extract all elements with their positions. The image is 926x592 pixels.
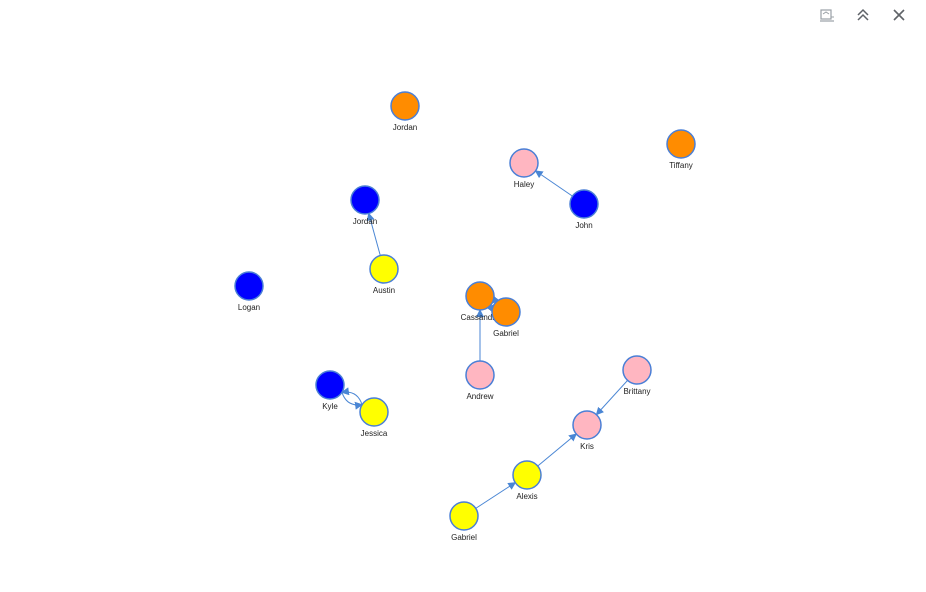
- export-button[interactable]: [816, 4, 838, 26]
- node-jessica[interactable]: Jessica: [359, 397, 389, 438]
- node-kris[interactable]: Kris: [572, 410, 602, 451]
- node-circle[interactable]: [390, 91, 420, 121]
- node-label: Gabriel: [493, 329, 519, 338]
- edge-austin-to-jordan_b[interactable]: [366, 212, 381, 256]
- collapse-button[interactable]: [852, 4, 874, 26]
- node-kyle[interactable]: Kyle: [315, 370, 345, 411]
- edge-brittany-to-kris[interactable]: [595, 380, 628, 416]
- node-jordan_o[interactable]: Jordan: [390, 91, 420, 132]
- node-label: Gabriel: [451, 533, 477, 542]
- node-label: Alexis: [516, 492, 537, 501]
- node-label: John: [575, 221, 592, 230]
- node-alexis[interactable]: Alexis: [512, 460, 542, 501]
- node-circle[interactable]: [666, 129, 696, 159]
- node-circle[interactable]: [572, 410, 602, 440]
- node-label: Tiffany: [669, 161, 693, 170]
- node-logan[interactable]: Logan: [234, 271, 264, 312]
- node-circle[interactable]: [350, 185, 380, 215]
- node-circle[interactable]: [465, 360, 495, 390]
- close-button[interactable]: [888, 4, 910, 26]
- node-circle[interactable]: [569, 189, 599, 219]
- node-label: Jessica: [361, 429, 388, 438]
- close-icon: [893, 9, 905, 21]
- edge-gabriel_y-to-alexis[interactable]: [475, 482, 517, 509]
- node-austin[interactable]: Austin: [369, 254, 399, 295]
- node-label: Kris: [580, 442, 594, 451]
- edge-jessica-to-kyle[interactable]: [340, 387, 363, 405]
- node-label: Haley: [514, 180, 534, 189]
- node-circle[interactable]: [359, 397, 389, 427]
- node-andrew[interactable]: Andrew: [465, 360, 495, 401]
- edge-alexis-to-kris[interactable]: [537, 433, 578, 467]
- node-circle[interactable]: [465, 281, 495, 311]
- node-circle[interactable]: [315, 370, 345, 400]
- node-label: Austin: [373, 286, 395, 295]
- node-circle[interactable]: [622, 355, 652, 385]
- edge-john-to-haley[interactable]: [534, 170, 573, 197]
- node-circle[interactable]: [449, 501, 479, 531]
- double-chevron-up-icon: [857, 8, 869, 21]
- node-circle[interactable]: [491, 297, 521, 327]
- node-circle[interactable]: [509, 148, 539, 178]
- node-circle[interactable]: [369, 254, 399, 284]
- node-haley[interactable]: Haley: [509, 148, 539, 189]
- node-gabriel_o[interactable]: Gabriel: [491, 297, 521, 338]
- node-cassandra[interactable]: Cassandra: [461, 281, 500, 322]
- node-label: Logan: [238, 303, 260, 312]
- node-jordan_b[interactable]: Jordan: [350, 185, 380, 226]
- nodes-layer: Jordan Tiffany Haley John Jordan Austin Logan C…: [234, 91, 696, 542]
- node-john[interactable]: John: [569, 189, 599, 230]
- node-label: Brittany: [623, 387, 650, 396]
- node-label: Jordan: [393, 123, 417, 132]
- node-circle[interactable]: [512, 460, 542, 490]
- node-label: Jordan: [353, 217, 377, 226]
- edges-layer: [340, 170, 628, 509]
- node-label: Cassandra: [461, 313, 500, 322]
- export-image-icon: [820, 9, 834, 22]
- node-gabriel_y[interactable]: Gabriel: [449, 501, 479, 542]
- node-label: Andrew: [466, 392, 493, 401]
- node-circle[interactable]: [234, 271, 264, 301]
- toolbar: [816, 4, 910, 26]
- node-label: Kyle: [322, 402, 338, 411]
- node-tiffany[interactable]: Tiffany: [666, 129, 696, 170]
- node-brittany[interactable]: Brittany: [622, 355, 652, 396]
